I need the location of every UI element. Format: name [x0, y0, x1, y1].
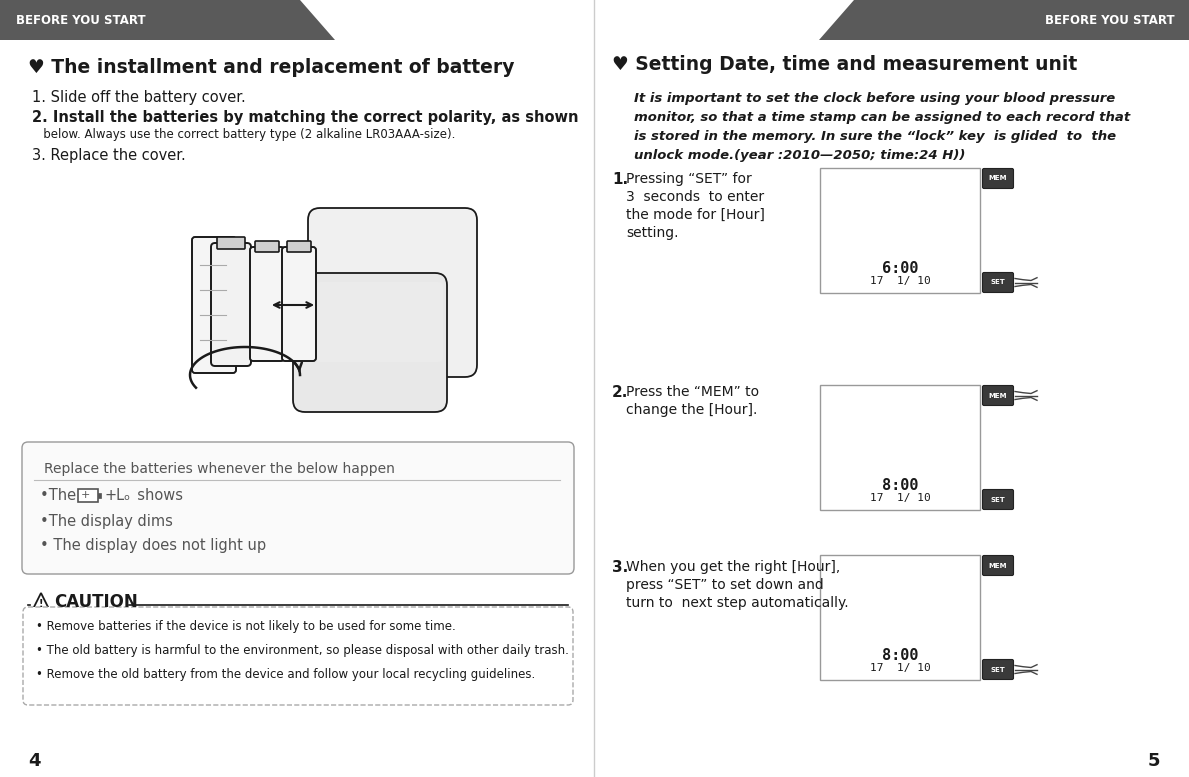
Text: 2. Install the batteries by matching the correct polarity, as shown: 2. Install the batteries by matching the… — [32, 110, 579, 125]
FancyBboxPatch shape — [308, 208, 477, 377]
Text: ♥ Setting Date, time and measurement unit: ♥ Setting Date, time and measurement uni… — [612, 55, 1077, 74]
Text: When you get the right [Hour],: When you get the right [Hour], — [625, 560, 841, 574]
Text: below. Always use the correct battery type (2 alkaline LR03AAA-size).: below. Always use the correct battery ty… — [32, 128, 455, 141]
Polygon shape — [819, 0, 1189, 40]
FancyBboxPatch shape — [218, 237, 245, 249]
FancyBboxPatch shape — [97, 493, 101, 498]
FancyBboxPatch shape — [820, 168, 980, 293]
FancyBboxPatch shape — [982, 273, 1013, 292]
FancyBboxPatch shape — [287, 241, 312, 252]
FancyBboxPatch shape — [254, 241, 279, 252]
Text: 5: 5 — [1147, 752, 1160, 770]
Text: 17  1/ 10: 17 1/ 10 — [869, 276, 930, 286]
Text: 17  1/ 10: 17 1/ 10 — [869, 493, 930, 503]
FancyBboxPatch shape — [982, 490, 1013, 510]
Text: shows: shows — [128, 488, 183, 503]
Text: ♥ The installment and replacement of battery: ♥ The installment and replacement of bat… — [29, 58, 515, 77]
Text: !: ! — [39, 599, 43, 609]
Text: 4: 4 — [29, 752, 40, 770]
FancyBboxPatch shape — [78, 489, 97, 502]
FancyBboxPatch shape — [982, 660, 1013, 680]
Text: • The display does not light up: • The display does not light up — [40, 538, 266, 553]
Text: 3  seconds  to enter: 3 seconds to enter — [625, 190, 765, 204]
Polygon shape — [0, 0, 335, 40]
Text: change the [Hour].: change the [Hour]. — [625, 403, 757, 417]
Text: setting.: setting. — [625, 226, 679, 240]
Text: is stored in the memory. In sure the “lock” key  is glided  to  the: is stored in the memory. In sure the “lo… — [634, 130, 1116, 143]
Text: unlock mode.(year :2010—2050; time:24 H)): unlock mode.(year :2010—2050; time:24 H)… — [634, 149, 965, 162]
Text: 8:00: 8:00 — [882, 648, 918, 663]
Polygon shape — [32, 593, 50, 611]
Text: It is important to set the clock before using your blood pressure: It is important to set the clock before … — [634, 92, 1115, 105]
Text: • Remove batteries if the device is not likely to be used for some time.: • Remove batteries if the device is not … — [36, 620, 455, 633]
Text: SET: SET — [990, 280, 1006, 285]
Text: 3. Replace the cover.: 3. Replace the cover. — [32, 148, 185, 163]
Text: 3.: 3. — [612, 560, 628, 575]
Text: Press the “MEM” to: Press the “MEM” to — [625, 385, 759, 399]
Text: •The: •The — [40, 488, 86, 503]
FancyBboxPatch shape — [292, 273, 447, 412]
Text: +: + — [81, 490, 90, 500]
Text: MEM: MEM — [989, 176, 1007, 182]
Text: monitor, so that a time stamp can be assigned to each record that: monitor, so that a time stamp can be ass… — [634, 111, 1131, 124]
FancyBboxPatch shape — [23, 607, 573, 705]
Text: turn to  next step automatically.: turn to next step automatically. — [625, 596, 849, 610]
Text: 6:00: 6:00 — [882, 261, 918, 276]
Text: BEFORE YOU START: BEFORE YOU START — [15, 13, 145, 26]
Text: SET: SET — [990, 667, 1006, 673]
Text: • The old battery is harmful to the environment, so please disposal with other d: • The old battery is harmful to the envi… — [36, 644, 568, 657]
FancyBboxPatch shape — [23, 442, 574, 574]
FancyBboxPatch shape — [820, 385, 980, 510]
Text: Pressing “SET” for: Pressing “SET” for — [625, 172, 751, 186]
Text: 2.: 2. — [612, 385, 628, 400]
FancyBboxPatch shape — [191, 237, 235, 373]
Text: SET: SET — [990, 497, 1006, 503]
FancyBboxPatch shape — [982, 169, 1013, 189]
FancyBboxPatch shape — [282, 247, 316, 361]
Text: 8:00: 8:00 — [882, 478, 918, 493]
FancyBboxPatch shape — [250, 247, 284, 361]
Text: •The display dims: •The display dims — [40, 514, 172, 529]
FancyBboxPatch shape — [210, 243, 251, 366]
Text: press “SET” to set down and: press “SET” to set down and — [625, 578, 824, 592]
FancyBboxPatch shape — [315, 282, 443, 362]
Text: 17  1/ 10: 17 1/ 10 — [869, 663, 930, 673]
Text: CAUTION: CAUTION — [54, 593, 138, 611]
Text: MEM: MEM — [989, 392, 1007, 399]
Text: the mode for [Hour]: the mode for [Hour] — [625, 208, 765, 222]
Text: MEM: MEM — [989, 563, 1007, 569]
FancyBboxPatch shape — [820, 555, 980, 680]
Text: 1.: 1. — [612, 172, 628, 187]
Text: 1. Slide off the battery cover.: 1. Slide off the battery cover. — [32, 90, 246, 105]
FancyBboxPatch shape — [982, 556, 1013, 576]
Text: Replace the batteries whenever the below happen: Replace the batteries whenever the below… — [44, 462, 395, 476]
Text: BEFORE YOU START: BEFORE YOU START — [1045, 13, 1175, 26]
Text: +Lₒ: +Lₒ — [103, 488, 130, 503]
FancyBboxPatch shape — [982, 385, 1013, 406]
Text: • Remove the old battery from the device and follow your local recycling guideli: • Remove the old battery from the device… — [36, 668, 535, 681]
